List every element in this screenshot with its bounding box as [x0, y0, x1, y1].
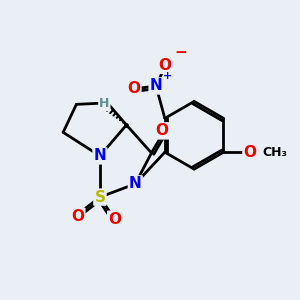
- Text: O: O: [71, 209, 84, 224]
- Text: −: −: [174, 44, 187, 59]
- Text: O: O: [155, 123, 168, 138]
- Text: O: O: [108, 212, 121, 227]
- Text: O: O: [128, 81, 140, 96]
- Text: S: S: [94, 190, 105, 205]
- Text: +: +: [163, 71, 172, 81]
- Text: H: H: [99, 97, 110, 110]
- Text: CH₃: CH₃: [262, 146, 287, 159]
- Text: N: N: [150, 79, 162, 94]
- Text: N: N: [129, 176, 142, 191]
- Text: O: O: [244, 145, 256, 160]
- Text: N: N: [94, 148, 106, 164]
- Text: O: O: [158, 58, 171, 73]
